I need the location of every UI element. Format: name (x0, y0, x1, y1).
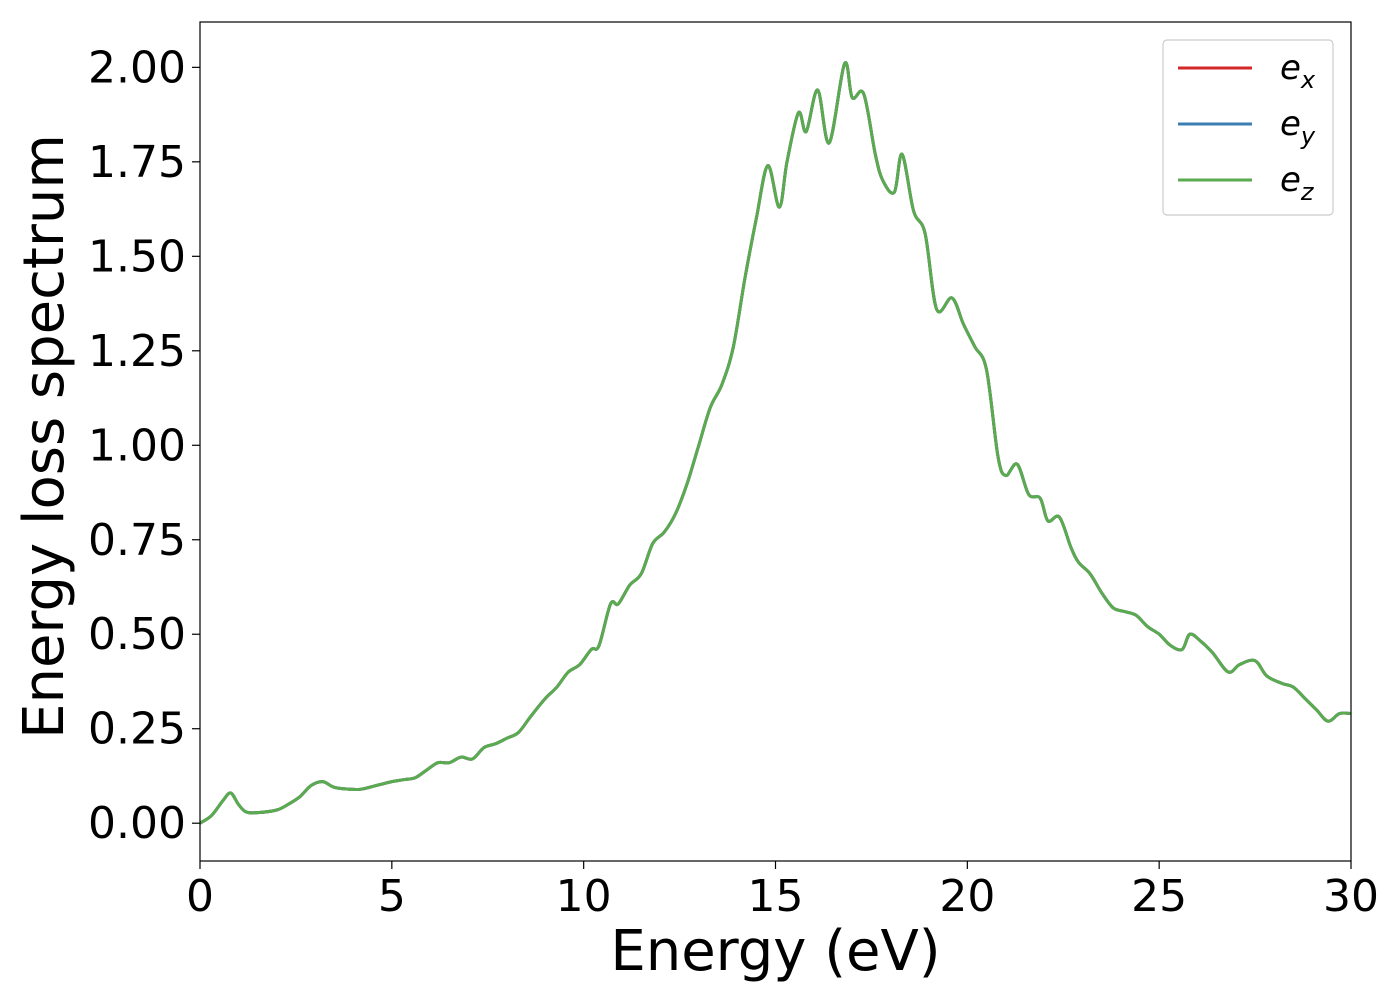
y-axis-label: Energy loss spectrum (12, 134, 77, 739)
legend-label-base: e (1280, 104, 1301, 144)
legend-label-e_y: ey (1280, 104, 1316, 150)
x-tick-label: 5 (378, 871, 406, 922)
x-tick-label: 30 (1323, 871, 1379, 922)
x-tick-label: 20 (939, 871, 995, 922)
y-tick-label: 1.50 (88, 231, 186, 282)
y-axis-ticks: 0.00 0.25 0.50 0.75 1.00 1.25 1.50 1.75 2.00 (88, 42, 200, 849)
x-tick-label: 15 (748, 871, 804, 922)
series-layer (200, 61, 1351, 825)
y-tick-label: 0.75 (88, 515, 186, 566)
y-tick-label: 2.00 (88, 42, 186, 93)
x-tick-label: 25 (1131, 871, 1187, 922)
x-axis-label: Energy (eV) (610, 919, 940, 984)
y-tick-label: 1.75 (88, 137, 186, 188)
y-tick-label: 0.00 (88, 798, 186, 849)
x-axis-ticks: 0 5 10 15 20 25 30 (186, 861, 1379, 922)
y-tick-label: 1.25 (88, 326, 186, 377)
legend-label-e_z: ez (1280, 160, 1315, 206)
legend-label-e_x: ex (1280, 48, 1316, 94)
legend-label-subscript: x (1300, 66, 1316, 94)
legend-label-subscript: z (1300, 178, 1315, 206)
x-tick-label: 0 (186, 871, 214, 922)
y-tick-label: 1.00 (88, 420, 186, 471)
legend-label-subscript: y (1300, 122, 1316, 150)
y-tick-label: 0.25 (88, 704, 186, 755)
series-line-e_z (200, 61, 1351, 825)
y-tick-label: 0.50 (88, 609, 186, 660)
legend-label-base: e (1280, 48, 1301, 88)
legend-box (1162, 39, 1334, 216)
x-tick-label: 10 (556, 871, 612, 922)
legend-label-base: e (1280, 160, 1301, 200)
